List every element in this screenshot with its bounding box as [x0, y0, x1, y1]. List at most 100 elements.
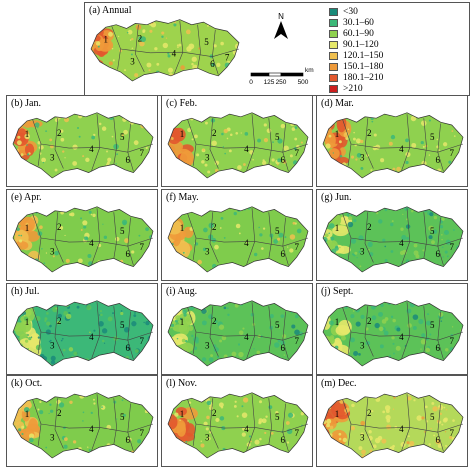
region-label: 1: [335, 129, 340, 139]
region-label: 5: [275, 132, 280, 142]
region-label: 4: [244, 238, 249, 248]
monthly-map-panel: 1 2 3 4 5 6 7 (i) Aug.: [161, 283, 313, 375]
region-label: 5: [430, 226, 435, 236]
monthly-panel-title: (i) Aug.: [166, 286, 198, 297]
region-label: 3: [360, 152, 365, 162]
monthly-basin-map: 1 2 3 4 5 67: [322, 392, 464, 459]
scale-tick-label: 500: [298, 79, 309, 86]
scale-unit: km: [305, 67, 314, 74]
legend-label: 150.1–180: [343, 62, 384, 72]
region-label: 1: [25, 129, 30, 139]
region-label: 2: [367, 316, 372, 326]
legend-item: 120.1–150: [329, 51, 383, 61]
region-label: 3: [205, 152, 210, 162]
north-arrow-icon: N: [269, 9, 293, 45]
legend-item: 60.1–90: [329, 29, 374, 39]
monthly-panel-title: (h) Jul.: [11, 286, 40, 297]
region-label: 6: [210, 59, 215, 69]
region-label: 4: [399, 238, 404, 248]
monthly-map-panel: 1 2 3 4 5 6 7 (k) Oct.: [6, 375, 158, 467]
region-label: 1: [25, 223, 30, 233]
region-label: 4: [399, 144, 404, 154]
region-label: 3: [205, 246, 210, 256]
region-label: 1: [180, 129, 185, 139]
monthly-panel-title: (e) Apr.: [11, 192, 42, 203]
monthly-basin-map: 1 2 3 4 5 67: [12, 206, 154, 273]
legend-label: 180.1–210: [343, 73, 384, 83]
region-label: 1: [104, 35, 109, 45]
legend-item: <30: [329, 7, 358, 17]
region-label: 6: [126, 435, 131, 445]
region-label: 7: [450, 428, 455, 438]
region-label: 6: [126, 155, 131, 165]
monthly-map-panel: 1 2 3 4 5 6 7 (l) Nov.: [161, 375, 313, 467]
region-label: 7: [295, 148, 300, 158]
region-label: 5: [275, 412, 280, 422]
scale-bar: 0 125 250 500 km: [245, 67, 325, 91]
region-label: 6: [281, 249, 286, 259]
legend-label: >210: [343, 84, 363, 94]
annual-panel-title: (a) Annual: [89, 5, 132, 16]
monthly-basin-map: 1 2 3 4 5 67: [12, 392, 154, 459]
monthly-basin-map: 1 2 3 4 5 67: [322, 206, 464, 273]
region-label: 3: [360, 340, 365, 350]
region-label: 7: [450, 336, 455, 346]
region-label: 2: [57, 128, 62, 138]
region-label: 4: [399, 424, 404, 434]
region-label: 7: [140, 148, 145, 158]
legend-swatch: [329, 63, 338, 71]
region-label: 6: [436, 155, 441, 165]
region-label: 7: [140, 242, 145, 252]
legend-swatch: [329, 30, 338, 38]
region-label: 7: [450, 148, 455, 158]
region-label: 4: [89, 144, 94, 154]
monthly-basin-map: 1 2 3 4 5 67: [322, 112, 464, 179]
region-label: 3: [205, 432, 210, 442]
legend-item: 150.1–180: [329, 62, 383, 72]
legend-item: 30.1–60: [329, 18, 374, 28]
region-label: 2: [57, 316, 62, 326]
region-label: 2: [367, 222, 372, 232]
region-label: 6: [281, 435, 286, 445]
region-label: 6: [126, 343, 131, 353]
region-label: 2: [367, 408, 372, 418]
scale-tick-label: 250: [276, 79, 287, 86]
monthly-map-panel: 1 2 3 4 5 6 7 (d) Mar.: [316, 95, 468, 187]
monthly-panel-title: (j) Sept.: [321, 286, 354, 297]
region-label: 4: [89, 424, 94, 434]
region-label: 3: [205, 340, 210, 350]
region-label: 6: [281, 155, 286, 165]
monthly-basin-map: 1 2 3 4 5 67: [12, 112, 154, 179]
region-label: 4: [244, 424, 249, 434]
legend-label: 30.1–60: [343, 18, 374, 28]
monthly-map-panel: 1 2 3 4 5 6 7 (h) Jul.: [6, 283, 158, 375]
monthly-map-panel: 1 2 3 4 5 6 7 (c) Feb.: [161, 95, 313, 187]
region-label: 2: [212, 222, 217, 232]
legend-label: 120.1–150: [343, 51, 384, 61]
scale-tick-label: 0: [249, 79, 253, 86]
legend-swatch: [329, 85, 338, 93]
region-label: 5: [120, 226, 125, 236]
region-label: 6: [436, 249, 441, 259]
monthly-panel-title: (k) Oct.: [11, 378, 43, 389]
region-label: 1: [335, 317, 340, 327]
legend-item: >210: [329, 84, 363, 94]
region-label: 1: [335, 409, 340, 419]
region-label: 1: [25, 409, 30, 419]
legend-swatch: [329, 8, 338, 16]
legend: <30 30.1–60 60.1–90 90.1–120 120.1–150 150.1–…: [323, 3, 469, 95]
region-label: 3: [50, 340, 55, 350]
region-label: 1: [180, 317, 185, 327]
monthly-panel-title: (c) Feb.: [166, 98, 198, 109]
monthly-basin-map: 1 2 3 4 5 67: [12, 300, 154, 367]
region-label: 1: [335, 223, 340, 233]
monthly-map-panel: 1 2 3 4 5 6 7 (m) Dec.: [316, 375, 468, 467]
region-label: 1: [180, 409, 185, 419]
monthly-panel-title: (l) Nov.: [166, 378, 198, 389]
region-label: 6: [126, 249, 131, 259]
region-label: 7: [450, 242, 455, 252]
region-label: 4: [89, 238, 94, 248]
monthly-basin-map: 1 2 3 4 5 67: [322, 300, 464, 367]
region-label: 3: [50, 246, 55, 256]
